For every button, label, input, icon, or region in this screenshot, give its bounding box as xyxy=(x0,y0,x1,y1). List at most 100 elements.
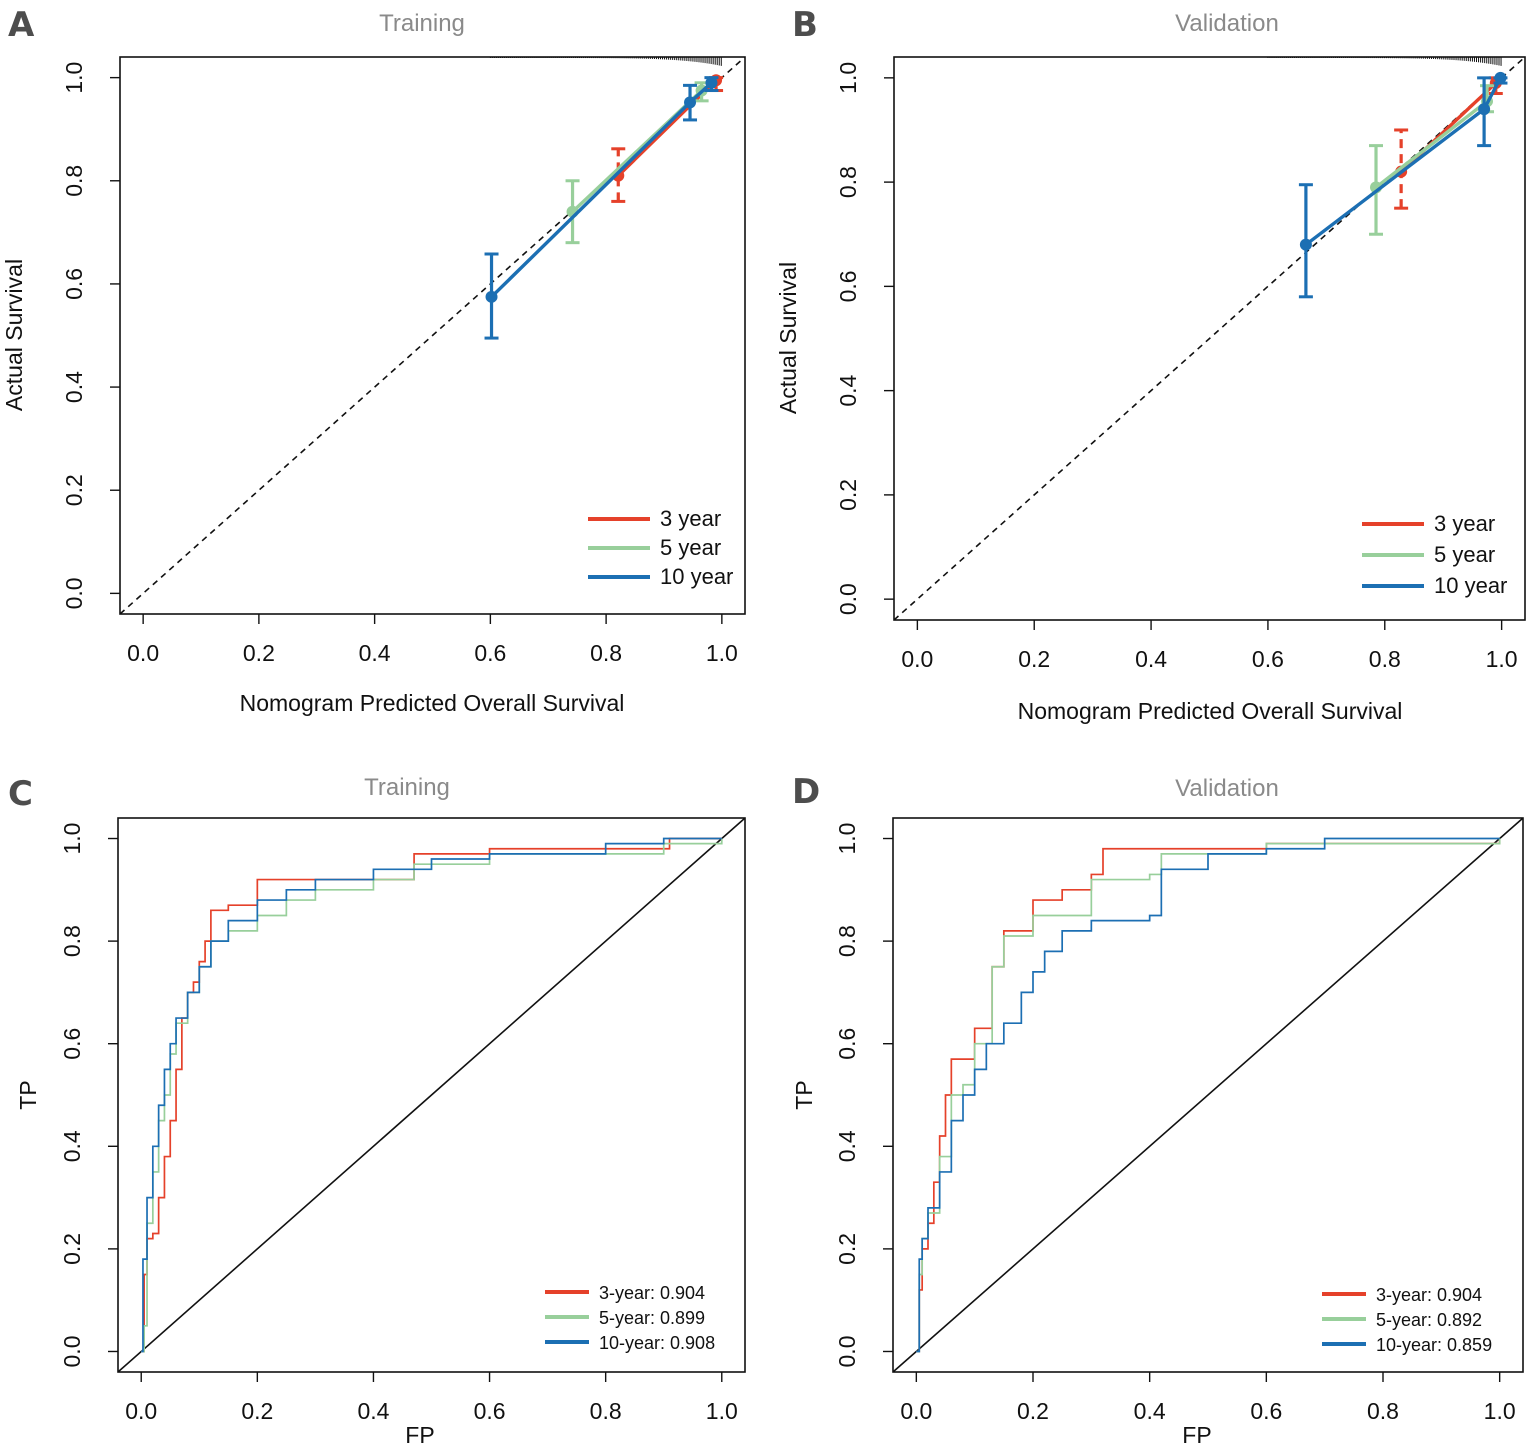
x-tick-label: 1.0 xyxy=(706,1398,738,1424)
plot-frame xyxy=(117,817,746,1373)
legend-label: 5-year: 0.892 xyxy=(1376,1310,1482,1330)
y-tick-label: 0.6 xyxy=(834,1028,860,1060)
x-tick-label: 0.8 xyxy=(1367,1398,1399,1424)
x-tick-label: 0.8 xyxy=(590,640,622,666)
legend-label: 3-year: 0.904 xyxy=(599,1283,705,1303)
roc-curve xyxy=(141,837,722,1353)
y-tick-label: 0.0 xyxy=(59,1335,85,1367)
chart-title: Validation xyxy=(1175,10,1279,37)
y-tick-label: 0.6 xyxy=(59,1028,85,1060)
chart-title: Training xyxy=(379,10,465,37)
y-tick-label: 0.8 xyxy=(61,165,87,197)
data-point xyxy=(1478,103,1491,116)
series-2 xyxy=(1369,84,1495,236)
legend-label: 5 year xyxy=(1434,542,1495,567)
legend: 3 year 5 year 10 year xyxy=(1362,511,1507,598)
x-tick-label: 0.2 xyxy=(1017,1398,1049,1424)
plot-area xyxy=(893,818,1523,1372)
legend-label: 10-year: 0.908 xyxy=(599,1333,715,1353)
reference-diagonal xyxy=(118,818,745,1372)
x-tick-label: 0.0 xyxy=(900,1398,932,1424)
y-axis-label: TP xyxy=(15,1080,41,1109)
y-tick-label: 1.0 xyxy=(835,62,861,94)
x-tick-label: 0.2 xyxy=(241,1398,273,1424)
y-tick-label: 0.4 xyxy=(834,1130,860,1162)
x-tick-label: 0.6 xyxy=(1250,1398,1282,1424)
panel-letter: D xyxy=(792,772,820,812)
series-line xyxy=(490,81,713,299)
x-axis-label: Nomogram Predicted Overall Survival xyxy=(1018,698,1403,724)
y-tick-label: 0.8 xyxy=(59,925,85,957)
y-tick-label: 0.4 xyxy=(59,1130,85,1162)
data-point xyxy=(1494,71,1507,84)
legend-label: 5 year xyxy=(660,535,721,560)
y-tick-label: 1.0 xyxy=(834,823,860,855)
roc-curve xyxy=(916,838,1501,1353)
y-tick-label: 0.2 xyxy=(834,1233,860,1265)
plot-frame xyxy=(893,56,1526,621)
y-tick-label: 1.0 xyxy=(61,62,87,94)
plot-frame xyxy=(119,56,746,615)
series-3 xyxy=(1298,71,1508,299)
legend: 3-year: 0.904 5-year: 0.892 10-year: 0.859 xyxy=(1322,1285,1492,1355)
x-tick-label: 0.2 xyxy=(243,640,275,666)
y-tick-label: 1.0 xyxy=(59,823,85,855)
series-3 xyxy=(141,837,722,1353)
panel-d: D Validation 0.0 0.2 0.4 0.6 0.8 1.0 0.0 0.2 0.4 0.… xyxy=(791,772,1524,1448)
reference-diagonal xyxy=(893,818,1523,1372)
y-tick-label: 0.8 xyxy=(834,925,860,957)
roc-curve xyxy=(916,837,1500,1353)
x-tick-label: 0.2 xyxy=(1018,646,1050,672)
x-tick-label: 0.4 xyxy=(1135,646,1167,672)
y-tick-label: 0.4 xyxy=(835,374,861,406)
y-axis-label: Actual Survival xyxy=(1,259,27,411)
legend-label: 10-year: 0.859 xyxy=(1376,1335,1492,1355)
y-tick-label: 0.2 xyxy=(59,1233,85,1265)
x-tick-label: 0.0 xyxy=(125,1398,157,1424)
x-tick-label: 0.4 xyxy=(357,1398,389,1424)
y-tick-label: 0.0 xyxy=(61,577,87,609)
panel-letter: B xyxy=(792,5,818,45)
series-1 xyxy=(916,838,1501,1353)
x-tick-label: 0.4 xyxy=(359,640,391,666)
y-tick-label: 0.8 xyxy=(835,166,861,198)
reference-diagonal xyxy=(894,57,1525,620)
panel-letter: A xyxy=(8,5,35,45)
x-tick-label: 1.0 xyxy=(1486,646,1518,672)
data-point xyxy=(684,96,697,109)
x-tick-label: 0.8 xyxy=(590,1398,622,1424)
panel-letter: C xyxy=(8,774,33,814)
x-axis-label: Nomogram Predicted Overall Survival xyxy=(240,690,625,716)
plot-area xyxy=(120,57,745,614)
x-tick-label: 0.6 xyxy=(474,1398,506,1424)
series-line xyxy=(1374,99,1489,189)
x-tick-label: 1.0 xyxy=(706,640,738,666)
x-axis-label: FP xyxy=(405,1422,434,1448)
plot-area xyxy=(118,818,745,1372)
legend: 3-year: 0.904 5-year: 0.899 10-year: 0.908 xyxy=(545,1283,715,1353)
legend: 3 year 5 year 10 year xyxy=(588,506,733,589)
x-tick-label: 0.0 xyxy=(127,640,159,666)
x-tick-label: 0.4 xyxy=(1134,1398,1166,1424)
y-tick-label: 0.6 xyxy=(61,268,87,300)
x-axis-label: FP xyxy=(1182,1422,1211,1448)
series-3 xyxy=(484,76,719,340)
legend-label: 10 year xyxy=(1434,573,1507,598)
data-point xyxy=(485,290,498,303)
x-tick-label: 0.6 xyxy=(474,640,506,666)
x-tick-label: 0.6 xyxy=(1252,646,1284,672)
series-line xyxy=(1304,77,1502,247)
series-3 xyxy=(916,837,1500,1353)
panel-b: B Validation 0.0 0.2 0.4 0.6 0.8 1.0 0.0 0.2 0.4 0.… xyxy=(775,5,1526,724)
x-tick-label: 0.8 xyxy=(1369,646,1401,672)
legend-label: 3 year xyxy=(1434,511,1495,536)
legend-label: 3-year: 0.904 xyxy=(1376,1285,1482,1305)
data-point xyxy=(1299,238,1312,251)
y-tick-label: 0.4 xyxy=(61,371,87,403)
legend-label: 5-year: 0.899 xyxy=(599,1308,705,1328)
chart-title: Training xyxy=(364,774,450,801)
y-axis-label: TP xyxy=(791,1080,817,1109)
panel-a: A Training 0.0 0.2 0.4 0.6 0.8 1.0 0.0 0.2 0.4 0.6 0… xyxy=(1,5,746,716)
data-point xyxy=(705,76,718,89)
